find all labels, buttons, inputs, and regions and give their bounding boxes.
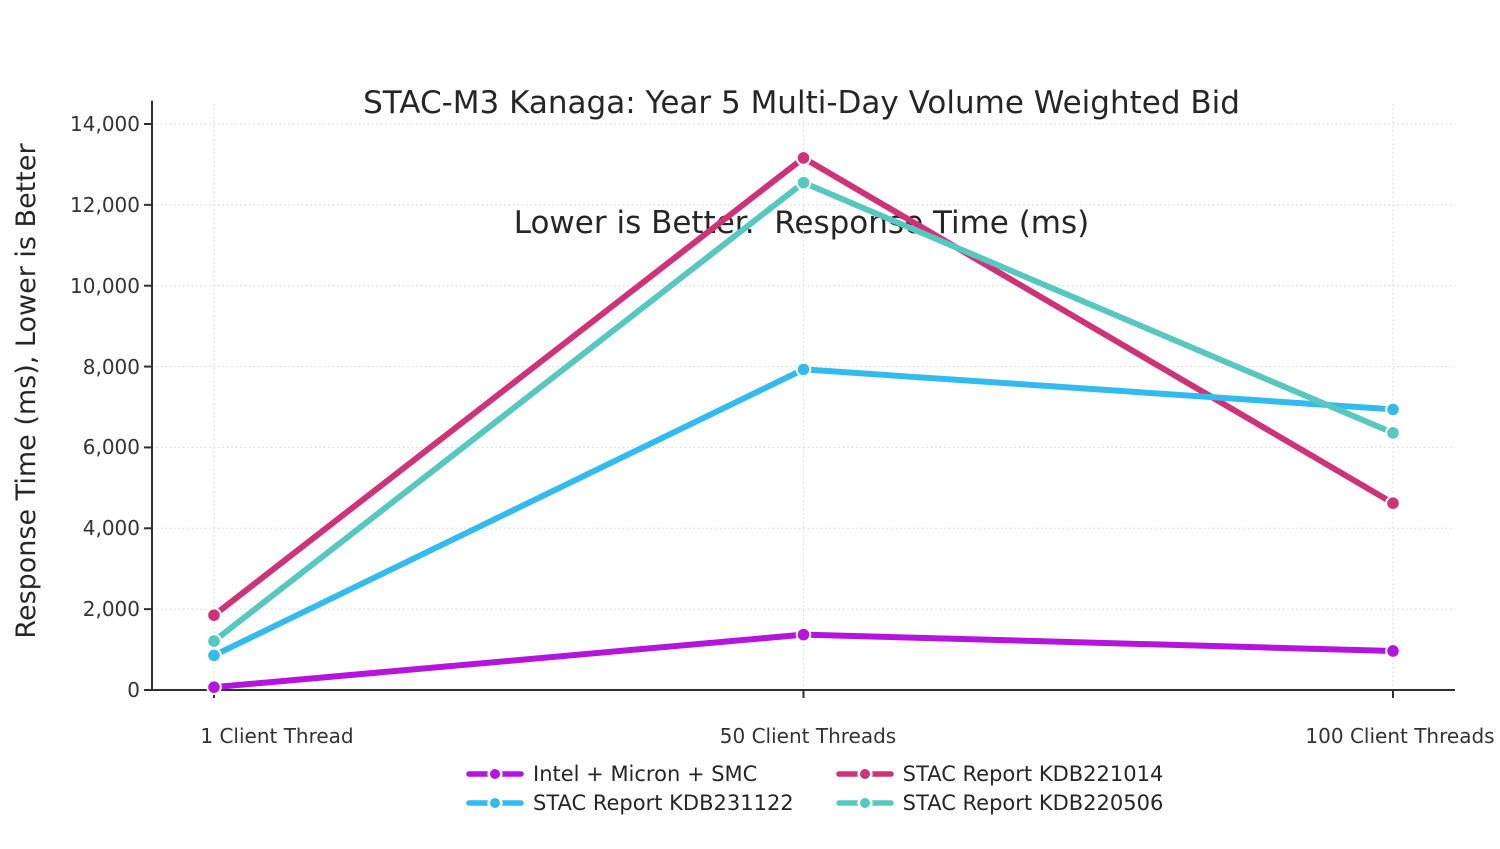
- data-point-stac-report-kdb220506-100-client-threads: [1385, 425, 1401, 441]
- series-line-intel-micron-smc: [211, 631, 1396, 691]
- y-tick-label: 2,000: [82, 597, 140, 622]
- y-tick-label: 12,000: [70, 192, 140, 217]
- y-tick-label: 10,000: [70, 273, 140, 298]
- y-tick-label: 14,000: [70, 112, 140, 136]
- legend-marker-sample: [857, 795, 873, 811]
- y-tick-label: 0: [127, 678, 140, 702]
- x-tick-label-50-client-threads: 50 Client Threads: [719, 724, 897, 748]
- x-tick-label-100-client-threads: 100 Client Threads: [1305, 724, 1495, 748]
- legend-item-intel-micron-smc: Intel + Micron + SMC: [466, 762, 794, 786]
- legend-swatch-icon: [835, 766, 894, 782]
- data-point-stac-report-kdb220506-50-client-threads: [795, 174, 812, 191]
- data-point-stac-report-kdb221014-100-client-threads: [1385, 495, 1401, 512]
- legend-item-stac-report-kdb221014: STAC Report KDB221014: [835, 762, 1164, 786]
- chart-title: STAC-M3 Kanaga: Year 5 Multi-Day Volume …: [103, 3, 1500, 323]
- x-tick-label-1-client-thread: 1 Client Thread: [200, 724, 354, 748]
- legend-item-stac-report-kdb220506: STAC Report KDB220506: [835, 791, 1164, 815]
- data-point-intel-micron-smc-50-client-threads: [795, 626, 812, 643]
- data-point-stac-report-kdb221014-50-client-threads: [795, 150, 812, 166]
- legend-marker-sample: [487, 795, 503, 811]
- y-tick-label: 4,000: [82, 516, 140, 541]
- legend-item-stac-report-kdb231122: STAC Report KDB231122: [466, 791, 794, 815]
- data-point-stac-report-kdb220506-1-client-thread: [206, 633, 222, 649]
- legend-swatch-icon: [835, 795, 894, 811]
- data-point-stac-report-kdb231122-50-client-threads: [795, 361, 812, 378]
- y-tick-label: 8,000: [82, 354, 140, 379]
- data-point-stac-report-kdb231122-1-client-thread: [206, 647, 222, 664]
- legend-label: STAC Report KDB231122: [533, 791, 794, 815]
- legend-swatch-icon: [466, 766, 524, 782]
- data-point-stac-report-kdb221014-1-client-thread: [206, 607, 222, 624]
- legend-label: STAC Report KDB220506: [902, 791, 1164, 815]
- legend-swatch-icon: [466, 795, 524, 811]
- legend-marker-sample: [487, 766, 503, 782]
- legend-label: Intel + Micron + SMC: [533, 762, 758, 786]
- legend: Intel + Micron + SMC STAC Report KDB2210…: [466, 762, 1163, 815]
- legend-marker-sample: [857, 766, 873, 782]
- data-point-stac-report-kdb231122-100-client-threads: [1385, 401, 1401, 418]
- data-point-intel-micron-smc-100-client-threads: [1385, 643, 1401, 659]
- data-point-intel-micron-smc-1-client-thread: [206, 679, 222, 695]
- chart-title-line1: STAC-M3 Kanaga: Year 5 Multi-Day Volume …: [363, 85, 1240, 121]
- legend-label: STAC Report KDB221014: [902, 762, 1164, 786]
- y-tick-label: 6,000: [82, 435, 140, 460]
